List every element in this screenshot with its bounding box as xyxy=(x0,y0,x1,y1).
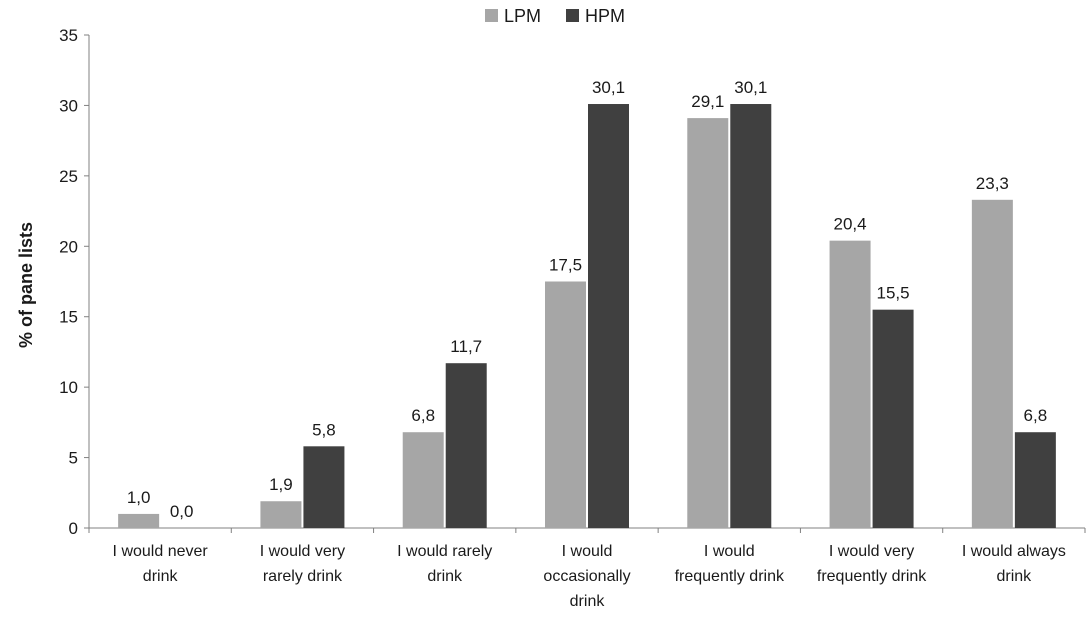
bar-hpm xyxy=(872,309,914,528)
legend-label-hpm: HPM xyxy=(585,6,625,26)
legend-label-lpm: LPM xyxy=(504,6,541,26)
bar-hpm xyxy=(730,104,772,529)
legend: LPM HPM xyxy=(485,6,625,26)
bar-lpm xyxy=(687,118,729,528)
data-label-hpm: 6,8 xyxy=(1024,406,1048,425)
legend-swatch-hpm xyxy=(566,9,579,22)
y-tick-label: 0 xyxy=(69,519,78,538)
bar-hpm xyxy=(588,104,629,529)
data-label-hpm: 0,0 xyxy=(170,502,194,521)
y-tick-label: 5 xyxy=(69,449,78,468)
bar-hpm xyxy=(303,446,345,528)
bar-lpm xyxy=(118,513,160,528)
y-tick-label: 30 xyxy=(59,96,78,115)
x-category-label: I would rarely xyxy=(397,543,492,560)
bar-lpm xyxy=(829,240,871,528)
x-category-label: frequently drink xyxy=(817,568,927,585)
bar-lpm xyxy=(260,501,302,528)
x-category-label: I would xyxy=(562,543,613,560)
x-category-label: drink xyxy=(427,568,463,585)
bar-lpm xyxy=(971,199,1013,528)
x-category-label: drink xyxy=(997,568,1033,585)
data-label-lpm: 29,1 xyxy=(691,92,724,111)
data-label-hpm: 11,7 xyxy=(450,337,482,356)
data-label-hpm: 30,1 xyxy=(592,78,625,97)
data-label-hpm: 5,8 xyxy=(312,420,336,439)
data-label-lpm: 1,0 xyxy=(127,488,151,507)
y-axis-title: % of pane lists xyxy=(16,222,36,348)
data-label-lpm: 6,8 xyxy=(411,406,435,425)
bar-hpm xyxy=(445,363,487,528)
x-category-label: frequently drink xyxy=(675,568,785,585)
y-tick-label: 10 xyxy=(59,378,78,397)
x-category-label: I would very xyxy=(829,543,914,560)
y-tick-label: 35 xyxy=(59,26,78,45)
x-category-label: rarely drink xyxy=(263,568,343,585)
bar-lpm xyxy=(402,432,444,528)
x-category-label: I would xyxy=(704,543,755,560)
bar-hpm xyxy=(1014,432,1056,528)
data-label-hpm: 30,1 xyxy=(734,78,767,97)
x-category-label: I would very xyxy=(260,543,345,560)
x-category-label: occasionally xyxy=(543,568,630,585)
y-tick-label: 15 xyxy=(59,308,78,327)
x-category-label: drink xyxy=(143,568,179,585)
x-category-label: I would never xyxy=(113,543,209,560)
y-tick-label: 25 xyxy=(59,167,78,186)
data-label-lpm: 1,9 xyxy=(269,475,293,494)
data-label-hpm: 15,5 xyxy=(877,284,910,303)
data-label-lpm: 17,5 xyxy=(549,256,582,275)
y-tick-label: 20 xyxy=(59,237,78,256)
data-label-lpm: 20,4 xyxy=(834,215,867,234)
x-category-label: drink xyxy=(570,593,606,610)
plot-area: 0 5 10 15 20 25 30 35 1,0 0,0 I would never drink 1,… xyxy=(59,26,1086,610)
bar-lpm xyxy=(545,281,586,528)
x-category-label: I would always xyxy=(962,543,1066,560)
legend-swatch-lpm xyxy=(485,9,498,22)
data-label-lpm: 23,3 xyxy=(976,174,1009,193)
